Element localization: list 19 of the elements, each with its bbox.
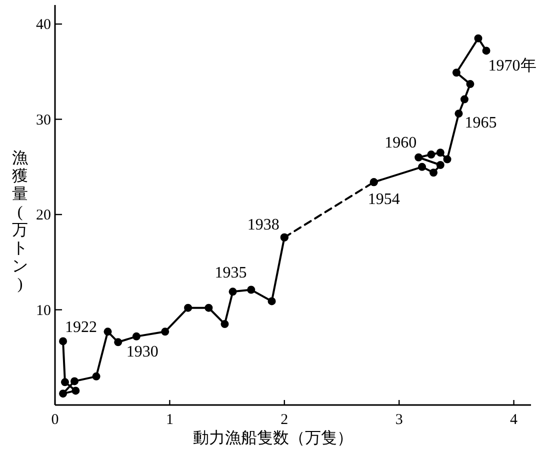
annotation: 1954 — [368, 191, 400, 208]
y-tick-label: 10 — [36, 302, 51, 319]
annotation: 1965 — [464, 114, 497, 132]
annotation: 1970年 — [488, 58, 536, 75]
annotation: 1935 — [214, 264, 247, 282]
annotation: 1930 — [126, 343, 158, 360]
annotation: 1960 — [384, 134, 417, 152]
x-tick-label: 0 — [51, 412, 59, 428]
x-tick-label: 2 — [280, 412, 288, 428]
y-tick-label: 30 — [36, 112, 51, 128]
y-axis-title: 漁獲量(万トン) — [12, 150, 28, 293]
y-tick-label: 20 — [36, 208, 51, 224]
annotation: 1922 — [65, 319, 98, 336]
x-tick-label: 3 — [395, 412, 403, 428]
annotation: 1938 — [247, 216, 280, 234]
x-axis-title: 動力漁船隻数（万隻） — [193, 429, 353, 447]
y-tick-label: 40 — [36, 17, 51, 34]
x-tick-label: 4 — [510, 412, 518, 428]
x-tick-label: 1 — [166, 412, 174, 428]
